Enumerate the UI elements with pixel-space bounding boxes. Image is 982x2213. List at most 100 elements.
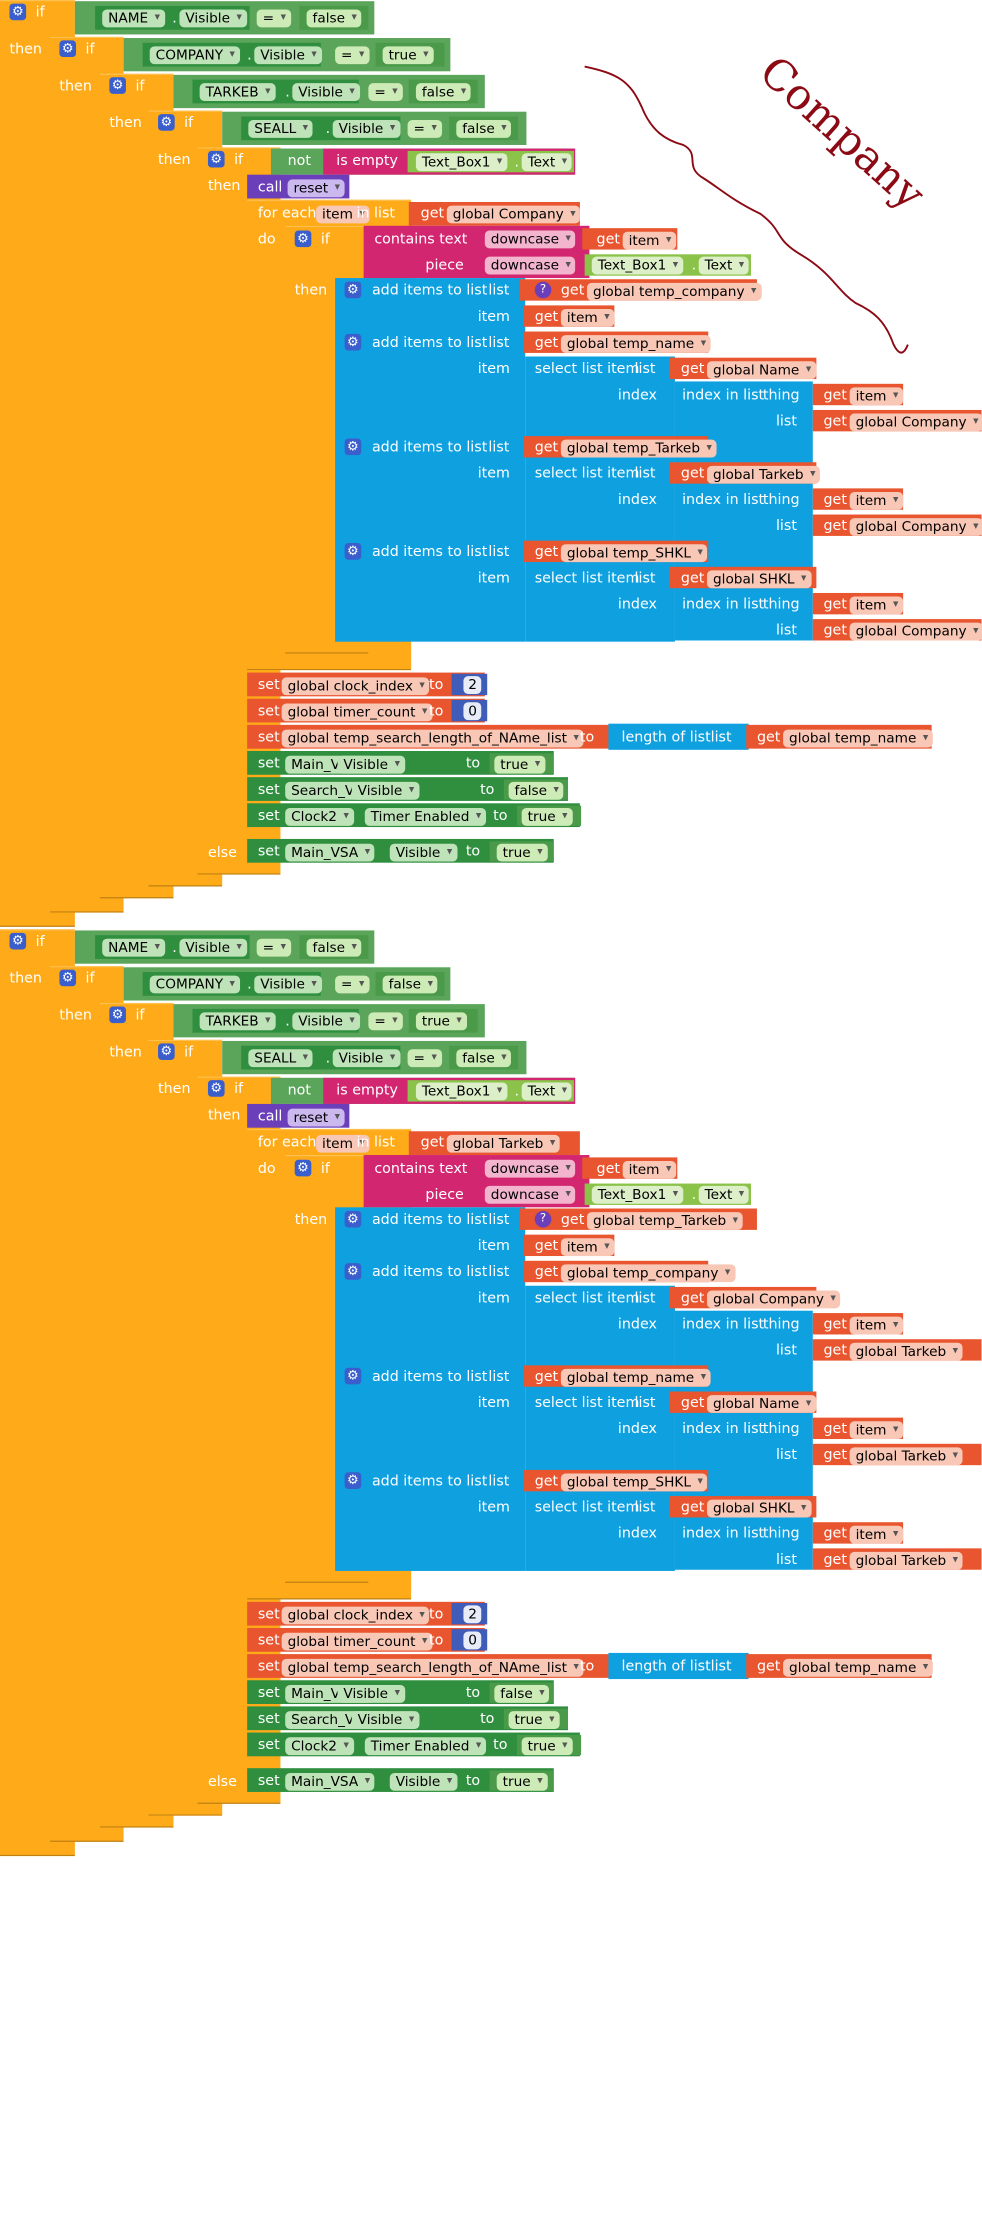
- logic-dropdown[interactable]: true: [415, 1012, 467, 1031]
- select-column[interactable]: [525, 356, 675, 642]
- mutator-gear-icon[interactable]: ⚙: [294, 1159, 312, 1177]
- logic-dropdown[interactable]: false: [306, 938, 362, 957]
- var-dropdown[interactable]: item: [849, 1316, 904, 1335]
- global-var-dropdown[interactable]: global temp_name: [783, 729, 934, 748]
- logic-dropdown[interactable]: true: [521, 1737, 573, 1756]
- component-dropdown[interactable]: Main_VSA: [285, 1772, 375, 1791]
- global-var-dropdown[interactable]: global Company: [849, 622, 982, 641]
- global-var-dropdown[interactable]: global temp_company: [560, 1264, 736, 1283]
- var-dropdown[interactable]: item: [560, 308, 615, 327]
- property-dropdown[interactable]: Timer Enabled: [364, 808, 487, 826]
- operator-dropdown[interactable]: =: [368, 83, 403, 102]
- operator-dropdown[interactable]: =: [256, 9, 291, 28]
- warning-question-icon[interactable]: ?: [534, 281, 552, 299]
- downcase-dropdown[interactable]: downcase: [484, 1159, 576, 1178]
- operator-dropdown[interactable]: =: [407, 120, 442, 138]
- var-dropdown[interactable]: item: [560, 1238, 615, 1257]
- logic-dropdown[interactable]: false: [415, 83, 471, 102]
- global-var-dropdown[interactable]: global temp_company: [587, 282, 762, 301]
- warning-question-icon[interactable]: ?: [534, 1210, 552, 1228]
- operator-dropdown[interactable]: =: [368, 1012, 403, 1031]
- global-var-dropdown[interactable]: global temp_Tarkeb: [560, 439, 717, 458]
- var-dropdown[interactable]: item: [849, 491, 904, 510]
- add-items-column[interactable]: [335, 1207, 526, 1571]
- property-dropdown[interactable]: Visible: [292, 83, 360, 102]
- global-var-dropdown[interactable]: global Tarkeb: [446, 1134, 560, 1153]
- var-dropdown[interactable]: item: [849, 1525, 904, 1544]
- global-var-dropdown[interactable]: global temp_name: [783, 1658, 934, 1677]
- global-var-dropdown[interactable]: global Tarkeb: [707, 465, 821, 484]
- global-var-dropdown[interactable]: global temp_Tarkeb: [587, 1212, 743, 1230]
- global-var-dropdown[interactable]: global Company: [849, 413, 982, 432]
- mutator-gear-icon[interactable]: ⚙: [109, 77, 126, 94]
- property-dropdown[interactable]: Visible: [351, 781, 419, 800]
- component-dropdown[interactable]: NAME: [102, 9, 165, 28]
- mutator-gear-icon[interactable]: ⚙: [344, 1263, 362, 1280]
- component-dropdown[interactable]: Clock2: [285, 1737, 354, 1756]
- logic-dropdown[interactable]: false: [306, 9, 362, 28]
- component-dropdown[interactable]: Text_Box1: [415, 1082, 508, 1101]
- global-var-dropdown[interactable]: global Tarkeb: [849, 1551, 963, 1570]
- loop-variable[interactable]: item: [316, 205, 370, 224]
- component-dropdown[interactable]: NAME: [102, 938, 165, 957]
- property-dropdown[interactable]: Visible: [179, 938, 247, 957]
- logic-dropdown[interactable]: false: [508, 781, 564, 800]
- add-items-column[interactable]: [335, 278, 526, 642]
- component-dropdown[interactable]: TARKEB: [199, 1012, 276, 1031]
- component-dropdown[interactable]: SEALL: [248, 1049, 313, 1068]
- property-dropdown[interactable]: Visible: [179, 9, 247, 28]
- mutator-gear-icon[interactable]: ⚙: [344, 543, 362, 560]
- global-var-dropdown[interactable]: global clock_index: [281, 1606, 430, 1625]
- logic-dropdown[interactable]: true: [496, 843, 548, 862]
- global-var-dropdown[interactable]: global temp_SHKL: [560, 1473, 708, 1492]
- operator-dropdown[interactable]: =: [407, 1049, 442, 1068]
- var-dropdown[interactable]: item: [849, 387, 904, 406]
- var-dropdown[interactable]: item: [849, 1421, 904, 1440]
- property-dropdown[interactable]: Visible: [389, 1772, 457, 1791]
- property-dropdown[interactable]: Visible: [254, 46, 322, 65]
- number-value[interactable]: 0: [463, 1631, 482, 1650]
- procedure-dropdown[interactable]: reset: [287, 179, 345, 198]
- var-dropdown[interactable]: item: [622, 231, 677, 250]
- property-dropdown[interactable]: Visible: [292, 1012, 360, 1031]
- component-dropdown[interactable]: TARKEB: [199, 83, 276, 102]
- global-var-dropdown[interactable]: global timer_count: [281, 1632, 433, 1651]
- global-var-dropdown[interactable]: global Tarkeb: [849, 1447, 963, 1466]
- mutator-gear-icon[interactable]: ⚙: [344, 438, 362, 456]
- index-column[interactable]: [674, 381, 813, 641]
- property-dropdown[interactable]: Text: [698, 1185, 749, 1204]
- mutator-gear-icon[interactable]: ⚙: [344, 1472, 362, 1489]
- mutator-gear-icon[interactable]: ⚙: [109, 1006, 126, 1024]
- operator-dropdown[interactable]: =: [335, 975, 370, 994]
- global-var-dropdown[interactable]: global Tarkeb: [849, 1342, 963, 1361]
- mutator-gear-icon[interactable]: ⚙: [207, 1080, 225, 1097]
- number-value[interactable]: 0: [463, 702, 482, 721]
- property-dropdown[interactable]: Visible: [337, 1685, 405, 1703]
- property-dropdown[interactable]: Visible: [337, 755, 405, 774]
- global-var-dropdown[interactable]: global Name: [707, 361, 816, 380]
- property-dropdown[interactable]: Text: [698, 256, 749, 275]
- property-dropdown[interactable]: Visible: [254, 975, 322, 994]
- mutator-gear-icon[interactable]: ⚙: [9, 3, 27, 21]
- logic-dropdown[interactable]: true: [521, 808, 573, 826]
- global-var-dropdown[interactable]: global Name: [707, 1395, 816, 1413]
- procedure-dropdown[interactable]: reset: [287, 1108, 345, 1127]
- property-dropdown[interactable]: Visible: [332, 120, 400, 138]
- mutator-gear-icon[interactable]: ⚙: [344, 1367, 362, 1385]
- component-dropdown[interactable]: Text_Box1: [591, 256, 683, 275]
- global-var-dropdown[interactable]: global Company: [707, 1290, 841, 1309]
- logic-dropdown[interactable]: false: [456, 1049, 512, 1068]
- mutator-gear-icon[interactable]: ⚙: [294, 230, 312, 248]
- global-var-dropdown[interactable]: global Company: [446, 205, 581, 224]
- logic-dropdown[interactable]: false: [456, 120, 512, 138]
- index-column[interactable]: [674, 1310, 813, 1570]
- length-of-list-block[interactable]: [608, 1652, 749, 1680]
- global-var-dropdown[interactable]: global temp_name: [560, 1368, 711, 1387]
- operator-dropdown[interactable]: =: [335, 46, 370, 65]
- global-var-dropdown[interactable]: global Company: [849, 518, 982, 536]
- length-of-list-block[interactable]: [608, 723, 749, 750]
- component-dropdown[interactable]: Text_Box1: [415, 153, 508, 172]
- property-dropdown[interactable]: Timer Enabled: [364, 1737, 487, 1756]
- global-var-dropdown[interactable]: global temp_SHKL: [560, 544, 708, 563]
- logic-dropdown[interactable]: false: [382, 975, 438, 994]
